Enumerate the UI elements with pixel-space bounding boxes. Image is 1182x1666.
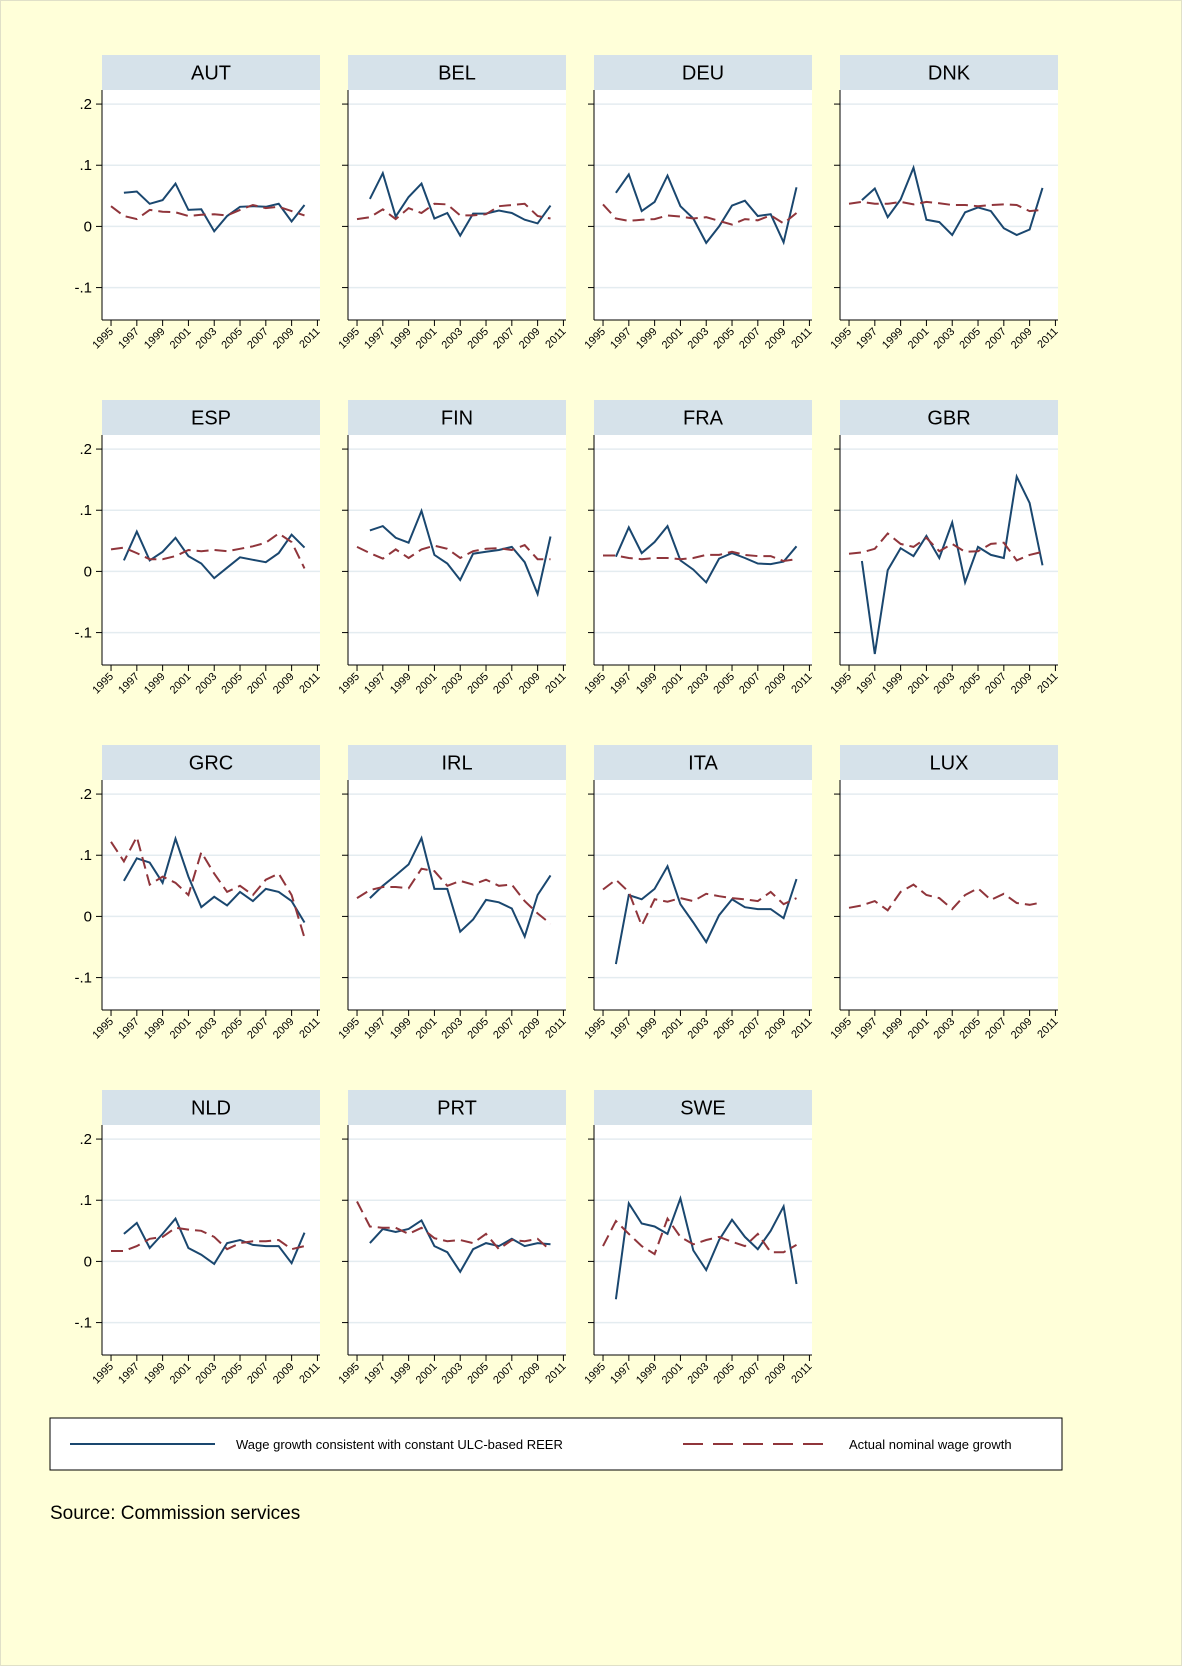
series-line <box>369 507 552 598</box>
panel-title: GBR <box>927 408 970 430</box>
panel-title: ITA <box>688 753 718 775</box>
series-line <box>356 1201 552 1252</box>
panel-title: AUT <box>191 63 231 85</box>
y-tick-label: -.1 <box>74 280 92 297</box>
panel-header <box>840 745 1058 780</box>
series-line <box>860 473 1044 655</box>
plot-area <box>840 435 1058 665</box>
panel-header <box>348 400 566 435</box>
y-tick-label: .1 <box>79 847 92 864</box>
panel-title: LUX <box>930 753 969 775</box>
panel-title: NLD <box>191 1098 231 1120</box>
panel-header <box>102 1090 320 1125</box>
y-tick-label: .1 <box>79 157 92 174</box>
series-line <box>369 170 552 238</box>
y-tick-label: -.1 <box>74 625 92 642</box>
panel-title: FRA <box>683 408 724 430</box>
plot-area <box>594 435 812 665</box>
series-line <box>848 532 1043 562</box>
panel-header <box>102 400 320 435</box>
series-line <box>356 543 551 561</box>
plot-area <box>594 1125 812 1355</box>
series-line <box>614 863 798 965</box>
series-line <box>110 834 306 939</box>
legend-box <box>49 1417 1063 1471</box>
series-line <box>614 1194 798 1300</box>
y-tick-label: .1 <box>79 1192 92 1209</box>
series-line <box>848 883 1043 912</box>
plot-area <box>102 90 320 320</box>
y-tick-label: -.1 <box>74 1315 92 1332</box>
y-tick-label: .1 <box>79 502 92 519</box>
series-line <box>602 1216 797 1256</box>
plot-area <box>348 90 566 320</box>
y-tick-label: 0 <box>84 908 92 925</box>
panel-title: DNK <box>928 63 971 85</box>
panel-header <box>594 1090 812 1125</box>
plot-area <box>102 1125 320 1355</box>
y-tick-label: .2 <box>79 96 92 113</box>
y-tick-label: .2 <box>79 786 92 803</box>
panel-title: PRT <box>437 1098 477 1120</box>
plot-area <box>102 435 320 665</box>
series-line <box>602 878 797 929</box>
panel-header <box>840 400 1058 435</box>
series-line <box>369 1218 551 1274</box>
panel-title: GRC <box>189 753 233 775</box>
y-tick-label: .2 <box>79 441 92 458</box>
y-tick-label: 0 <box>84 1253 92 1270</box>
y-tick-label: -.1 <box>74 970 92 987</box>
series-line <box>603 550 797 563</box>
y-tick-label: 0 <box>84 563 92 580</box>
series-line <box>110 203 305 221</box>
panel-title: FIN <box>441 408 473 430</box>
plot-area <box>348 1125 566 1355</box>
panel-header <box>348 55 566 90</box>
source-note: Source: Commission services <box>50 1503 300 1524</box>
panel-title: BEL <box>438 63 476 85</box>
panel-header <box>594 400 812 435</box>
y-tick-label: 0 <box>84 218 92 235</box>
series-line <box>614 524 798 585</box>
series-line <box>110 532 306 569</box>
series-line <box>123 181 306 234</box>
plot-area <box>594 90 812 320</box>
panel-header <box>594 55 812 90</box>
plot-area <box>348 780 566 1010</box>
panel-title: ESP <box>191 408 231 430</box>
panel-header <box>594 745 812 780</box>
series-line <box>123 835 306 924</box>
panel-header <box>840 55 1058 90</box>
panel-header <box>348 745 566 780</box>
series-line <box>122 529 306 580</box>
series-line <box>356 867 552 925</box>
series-line <box>861 164 1044 237</box>
panel-header <box>102 745 320 780</box>
legend-label: Actual nominal wage growth <box>849 1437 1012 1452</box>
panel-title: DEU <box>682 63 724 85</box>
series-line <box>615 172 798 246</box>
panel-header <box>102 55 320 90</box>
plot-area <box>348 435 566 665</box>
plot-area <box>840 780 1058 1010</box>
series-line <box>848 200 1043 213</box>
panel-title: SWE <box>680 1098 726 1120</box>
panel-header <box>348 1090 566 1125</box>
panel-title: IRL <box>441 753 472 775</box>
series-line <box>602 203 798 226</box>
plot-area <box>102 780 320 1010</box>
series-line <box>369 835 552 940</box>
series-line <box>356 202 551 221</box>
y-tick-label: .2 <box>79 1131 92 1148</box>
series-line <box>123 1216 306 1266</box>
legend-label: Wage growth consistent with constant ULC… <box>236 1437 563 1452</box>
